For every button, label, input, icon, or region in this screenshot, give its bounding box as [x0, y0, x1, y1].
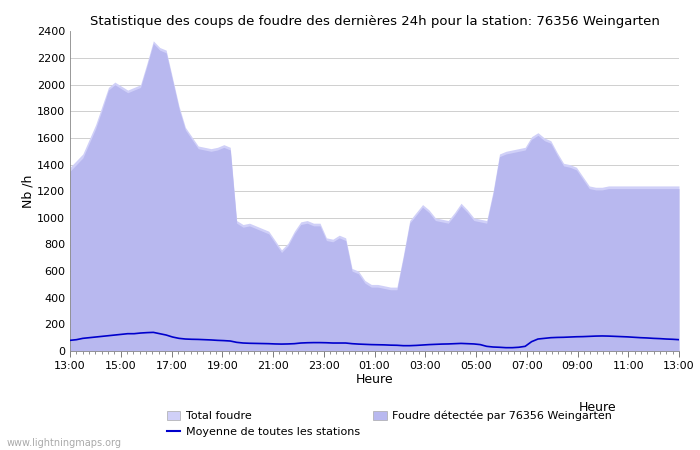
Title: Statistique des coups de foudre des dernières 24h pour la station: 76356 Weingar: Statistique des coups de foudre des dern… — [90, 14, 659, 27]
X-axis label: Heure: Heure — [356, 373, 393, 386]
Y-axis label: Nb /h: Nb /h — [21, 175, 34, 208]
Legend: Total foudre, Moyenne de toutes les stations, Foudre détectée par 76356 Weingart: Total foudre, Moyenne de toutes les stat… — [167, 411, 612, 437]
Text: www.lightningmaps.org: www.lightningmaps.org — [7, 438, 122, 448]
Text: Heure: Heure — [578, 401, 616, 414]
